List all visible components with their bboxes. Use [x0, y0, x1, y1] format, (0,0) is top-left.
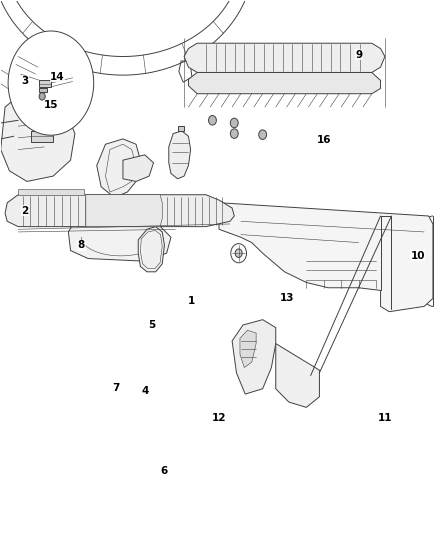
Polygon shape	[18, 189, 84, 195]
Circle shape	[8, 31, 94, 135]
Text: 4: 4	[141, 386, 148, 397]
Polygon shape	[184, 43, 385, 72]
Polygon shape	[219, 203, 433, 312]
Text: 10: 10	[410, 251, 425, 261]
Polygon shape	[1, 96, 75, 181]
Circle shape	[259, 130, 267, 140]
Text: 11: 11	[378, 413, 392, 423]
Polygon shape	[97, 139, 141, 197]
Polygon shape	[240, 330, 256, 368]
Polygon shape	[5, 195, 234, 227]
Text: 9: 9	[355, 50, 362, 60]
Polygon shape	[68, 213, 171, 261]
Polygon shape	[86, 195, 162, 227]
Polygon shape	[169, 131, 191, 179]
Text: 12: 12	[212, 413, 226, 423]
Polygon shape	[123, 155, 153, 181]
Text: 16: 16	[317, 135, 331, 145]
Text: 5: 5	[148, 320, 155, 330]
Polygon shape	[138, 227, 164, 272]
Polygon shape	[276, 344, 319, 407]
Polygon shape	[188, 72, 381, 94]
Text: 6: 6	[161, 466, 168, 476]
Text: 7: 7	[113, 383, 120, 393]
Circle shape	[230, 129, 238, 139]
Text: 1: 1	[188, 296, 195, 306]
Text: 3: 3	[21, 77, 28, 86]
Text: 13: 13	[279, 293, 294, 303]
Circle shape	[230, 118, 238, 128]
Polygon shape	[39, 88, 46, 92]
Polygon shape	[39, 80, 51, 87]
Text: 2: 2	[21, 206, 28, 216]
Circle shape	[39, 93, 45, 100]
Text: 15: 15	[44, 100, 58, 110]
Polygon shape	[177, 126, 184, 131]
Circle shape	[235, 249, 242, 257]
Text: 8: 8	[78, 240, 85, 250]
Circle shape	[208, 116, 216, 125]
Polygon shape	[232, 320, 276, 394]
Text: 14: 14	[50, 72, 65, 82]
Circle shape	[231, 244, 247, 263]
Polygon shape	[31, 131, 53, 142]
